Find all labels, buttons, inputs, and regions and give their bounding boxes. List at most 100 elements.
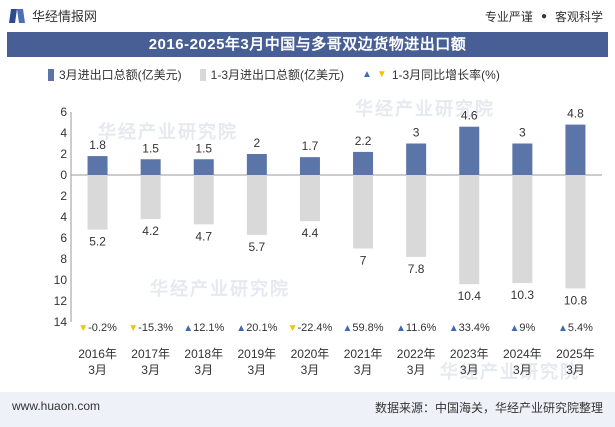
brand: 华经情报网 [9,6,98,25]
chart-title: 2016-2025年3月中国与多哥双边货物进出口额 [7,32,608,57]
growth-label: ▲5.4% [558,322,593,334]
y-tick-label: 8 [60,252,67,266]
bar-march [246,154,267,175]
growth-label: ▲9% [509,322,535,334]
bar-march [459,126,480,175]
bar-march [512,143,533,175]
growth-label: ▼-22.4% [288,322,333,334]
bar-q1 [565,175,586,289]
growth-value: 9% [519,322,535,334]
slogan-2: 客观科学 [554,10,603,24]
bar-march [299,157,320,175]
legend-label-growth: 1-3月同比增长率(%) [391,68,500,82]
x-tick-label: 2019年 [237,347,276,361]
data-label-march: 1.5 [195,141,212,155]
bar-q1 [246,175,267,235]
growth-label: ▲33.4% [449,322,490,334]
bar-chart: 642024681012141.85.2▼-0.2%2016年3月1.54.2▼… [54,105,602,377]
data-label-q1: 10.8 [564,293,588,307]
triangle-down-icon: ▼ [376,69,387,80]
legend-swatch-q1 [199,68,206,81]
bar-march [406,143,427,175]
growth-label: ▲59.8% [342,322,383,334]
triangle-up-icon: ▲ [509,323,519,334]
x-tick-label: 2017年 [131,347,170,361]
data-label-q1: 7.8 [408,262,425,276]
growth-value: -15.3% [138,322,173,334]
growth-value: -0.2% [88,322,117,334]
growth-label: ▲12.1% [183,322,224,334]
data-label-march: 1.5 [142,141,159,155]
x-tick-label: 2025年 [556,347,595,361]
x-tick-label: 2024年 [503,347,542,361]
y-tick-label: 14 [54,315,68,329]
data-label-march: 2.2 [355,134,372,148]
triangle-up-icon: ▲ [396,323,406,334]
bar-q1 [299,175,320,222]
growth-value: -22.4% [297,322,332,334]
data-label-march: 2 [254,136,261,150]
slogan: 专业严谨 ● 客观科学 [485,8,603,25]
growth-label: ▲11.6% [396,322,436,334]
y-tick-label: 4 [60,126,67,140]
growth-label: ▼-15.3% [128,322,173,334]
y-tick-label: 0 [60,168,67,182]
data-label-q1: 5.2 [89,235,106,249]
x-tick-label: 3月 [513,363,532,377]
growth-value: 5.4% [568,322,593,334]
y-tick-label: 4 [60,210,67,224]
bullet-icon: ● [540,11,547,22]
x-tick-label: 2016年 [78,347,117,361]
growth-label: ▲20.1% [236,322,277,334]
growth-value: 59.8% [352,322,383,334]
bar-q1 [353,175,374,249]
data-label-march: 3 [519,126,526,140]
data-label-march: 4.8 [567,107,584,121]
triangle-up-icon: ▲ [236,323,246,334]
legend-item-march: 3月进出口总额(亿美元) [48,66,182,83]
x-tick-label: 3月 [460,363,479,377]
bar-q1 [459,175,480,285]
triangle-down-icon: ▼ [288,323,298,334]
growth-value: 12.1% [193,322,224,334]
bar-march [140,159,161,175]
data-label-q1: 10.3 [511,288,535,302]
growth-label: ▼-0.2% [78,322,117,334]
footer: www.huaon.com 数据来源：中国海关，华经产业研究院整理 [0,392,615,427]
legend-swatch-march [48,68,54,81]
triangle-up-icon: ▲ [362,69,372,80]
data-label-march: 1.8 [89,138,106,152]
growth-value: 33.4% [459,322,490,334]
x-tick-label: 2023年 [450,347,489,361]
footer-site: www.huaon.com [12,399,101,413]
legend-label-march: 3月进出口总额(亿美元) [59,68,182,82]
bar-q1 [193,175,214,225]
bar-march [193,159,214,175]
y-tick-label: 2 [60,147,67,161]
y-tick-label: 12 [54,294,68,308]
growth-value: 11.6% [406,322,437,334]
bar-q1 [87,175,108,230]
triangle-down-icon: ▼ [128,323,138,334]
brand-name: 华经情报网 [32,9,98,24]
footer-source: 数据来源：中国海关，华经产业研究院整理 [374,401,603,415]
chart-legend: 3月进出口总额(亿美元) 1-3月进出口总额(亿美元) ▲ ▼ 1-3月同比增长… [48,66,500,83]
legend-item-growth: ▲ ▼ 1-3月同比增长率(%) [362,66,500,83]
legend-item-q1: 1-3月进出口总额(亿美元) [199,66,344,83]
data-label-q1: 10.4 [458,289,482,303]
triangle-down-icon: ▼ [78,323,88,334]
bar-march [87,156,108,175]
x-tick-label: 2018年 [184,347,223,361]
triangle-up-icon: ▲ [449,323,459,334]
data-label-march: 1.7 [302,139,319,153]
bar-q1 [406,175,427,257]
x-tick-label: 3月 [141,363,160,377]
top-bar: 华经情报网 专业严谨 ● 客观科学 [0,0,615,32]
data-label-q1: 7 [360,254,367,268]
data-label-q1: 4.4 [302,226,319,240]
x-tick-label: 3月 [301,363,320,377]
x-tick-label: 3月 [248,363,267,377]
triangle-up-icon: ▲ [183,323,193,334]
data-label-q1: 5.7 [249,240,266,254]
bar-q1 [512,175,533,284]
